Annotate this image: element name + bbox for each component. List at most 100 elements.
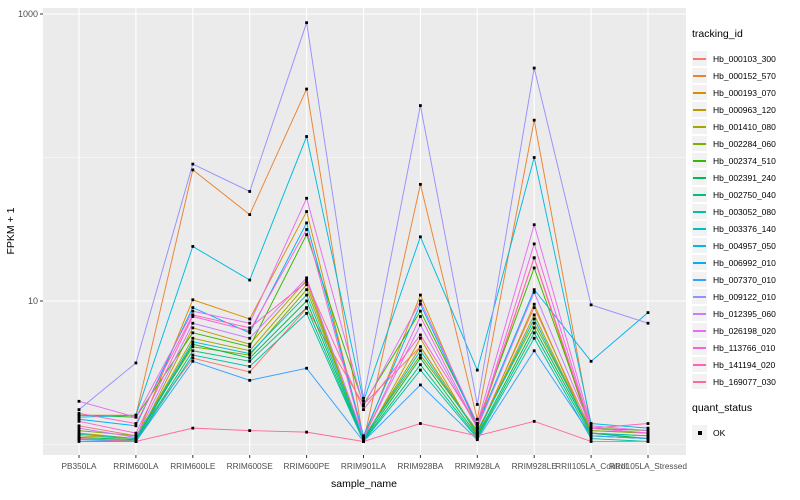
data-point	[419, 333, 422, 337]
data-point	[191, 326, 195, 330]
data-point	[248, 321, 252, 325]
data-point	[532, 331, 536, 335]
legend-item-Hb_000963_120: Hb_000963_120	[692, 101, 798, 118]
data-point	[248, 353, 252, 357]
data-point	[362, 408, 365, 412]
legend-item-Hb_003052_080: Hb_003052_080	[692, 203, 798, 220]
legend-key-line-icon	[692, 204, 707, 219]
data-point	[532, 419, 536, 423]
data-point	[305, 135, 308, 138]
data-point	[646, 431, 650, 435]
y-tick-label: 10	[28, 296, 38, 306]
x-tick-label: RRIM600PE	[284, 461, 331, 471]
data-point	[305, 21, 308, 25]
data-point	[191, 306, 195, 309]
data-point	[475, 403, 479, 406]
data-point	[248, 331, 252, 335]
data-point	[419, 302, 422, 306]
data-point	[646, 426, 650, 430]
data-point	[248, 190, 252, 193]
data-point	[248, 370, 252, 374]
data-point	[532, 313, 536, 317]
data-point	[77, 437, 81, 440]
data-point	[191, 168, 195, 172]
x-tick-label: RRIM600LA	[113, 461, 159, 471]
data-point	[532, 256, 536, 260]
legend-item-Hb_000103_300: Hb_000103_300	[692, 50, 798, 67]
data-point	[248, 329, 252, 333]
data-point	[419, 368, 422, 372]
data-point	[191, 313, 195, 317]
x-tick-label: RRIM901LA	[341, 461, 387, 471]
data-point	[77, 429, 81, 432]
legend-key-line-icon	[692, 102, 707, 117]
data-point	[646, 311, 650, 315]
data-point	[362, 396, 365, 400]
data-point	[305, 311, 308, 315]
data-point	[77, 408, 81, 412]
data-point	[305, 221, 308, 225]
data-point	[77, 440, 81, 443]
data-point	[191, 342, 195, 346]
legend-item-Hb_004957_050: Hb_004957_050	[692, 237, 798, 254]
legend-label: Hb_009122_010	[713, 291, 776, 302]
data-point	[305, 210, 308, 213]
legend-label: Hb_006992_010	[713, 257, 776, 268]
x-tick-label: RRIM600SE	[227, 461, 274, 471]
data-point	[191, 162, 195, 166]
x-tick-label: RRIM928LE	[512, 461, 558, 471]
data-point	[419, 345, 422, 349]
data-point	[419, 353, 422, 357]
data-point	[305, 293, 308, 297]
data-point	[248, 278, 252, 282]
data-point	[134, 361, 138, 365]
data-point	[77, 434, 81, 438]
data-point	[419, 299, 422, 303]
data-point	[248, 356, 252, 360]
black-point-icon	[697, 430, 702, 435]
data-point	[77, 424, 81, 428]
data-point	[191, 315, 195, 318]
data-point	[475, 429, 479, 432]
data-point	[191, 356, 195, 360]
data-point	[532, 288, 536, 292]
data-point	[646, 422, 650, 425]
legend-label: Hb_012395_060	[713, 308, 776, 319]
data-point	[134, 413, 138, 417]
data-point	[362, 434, 365, 438]
data-point	[248, 342, 252, 346]
legend-key-line-icon	[692, 187, 707, 202]
data-point	[362, 440, 365, 443]
data-point	[419, 422, 422, 425]
legend-item-Hb_007370_010: Hb_007370_010	[692, 271, 798, 288]
legend-title-quant-status: quant_status	[692, 402, 753, 414]
data-point	[191, 321, 195, 325]
data-point	[646, 321, 650, 325]
data-point	[532, 326, 536, 330]
x-tick-label: RRII105LA_Control	[555, 461, 627, 471]
legend-label: Hb_003376_140	[713, 223, 776, 234]
data-point	[419, 293, 422, 297]
legend-label: Hb_007370_010	[713, 274, 776, 285]
data-point	[646, 434, 650, 438]
data-point	[191, 336, 195, 340]
y-axis-title: FPKM + 1	[5, 207, 17, 255]
data-point	[134, 434, 138, 438]
legend-label: Hb_169077_030	[713, 376, 776, 387]
legend-label: Hb_002284_060	[713, 138, 776, 149]
legend-panel: tracking_id Hb_000103_300 Hb_000152_570 Hb…	[692, 28, 798, 441]
legend-key-line-icon	[692, 323, 707, 338]
data-point	[305, 228, 308, 231]
legend-item-Hb_001410_080: Hb_001410_080	[692, 118, 798, 135]
data-point	[134, 436, 138, 439]
data-point	[305, 276, 308, 280]
data-point	[77, 399, 81, 403]
legend-label: Hb_003052_080	[713, 206, 776, 217]
legend-label: Hb_026198_020	[713, 325, 776, 336]
data-point	[475, 438, 479, 442]
data-point	[248, 352, 252, 355]
data-point	[589, 359, 593, 363]
legend-key-line-icon	[692, 357, 707, 372]
